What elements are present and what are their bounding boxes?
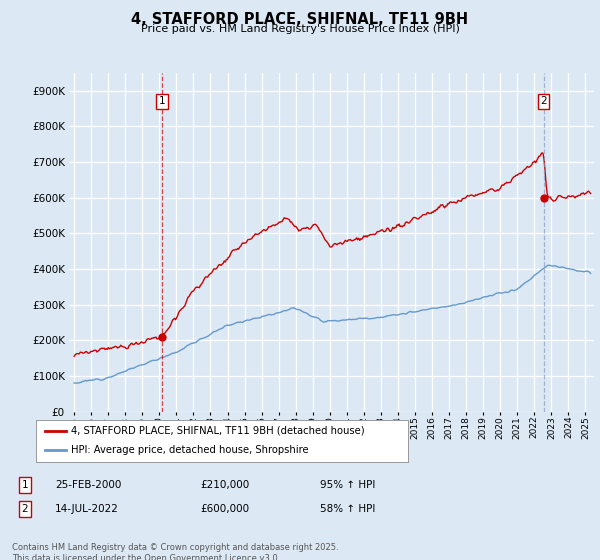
Text: 2: 2	[540, 96, 547, 106]
Text: 4, STAFFORD PLACE, SHIFNAL, TF11 9BH: 4, STAFFORD PLACE, SHIFNAL, TF11 9BH	[131, 12, 469, 27]
Text: Contains HM Land Registry data © Crown copyright and database right 2025.
This d: Contains HM Land Registry data © Crown c…	[12, 543, 338, 560]
Text: 4, STAFFORD PLACE, SHIFNAL, TF11 9BH (detached house): 4, STAFFORD PLACE, SHIFNAL, TF11 9BH (de…	[71, 426, 365, 436]
Text: 25-FEB-2000: 25-FEB-2000	[55, 480, 121, 491]
Text: Price paid vs. HM Land Registry's House Price Index (HPI): Price paid vs. HM Land Registry's House …	[140, 24, 460, 34]
Text: 95% ↑ HPI: 95% ↑ HPI	[320, 480, 376, 491]
Text: 1: 1	[22, 480, 28, 491]
Text: 2: 2	[22, 503, 28, 514]
Text: £210,000: £210,000	[200, 480, 249, 491]
Text: 58% ↑ HPI: 58% ↑ HPI	[320, 503, 376, 514]
Text: £600,000: £600,000	[200, 503, 249, 514]
Text: 1: 1	[158, 96, 165, 106]
Text: HPI: Average price, detached house, Shropshire: HPI: Average price, detached house, Shro…	[71, 445, 309, 455]
Text: 14-JUL-2022: 14-JUL-2022	[55, 503, 119, 514]
